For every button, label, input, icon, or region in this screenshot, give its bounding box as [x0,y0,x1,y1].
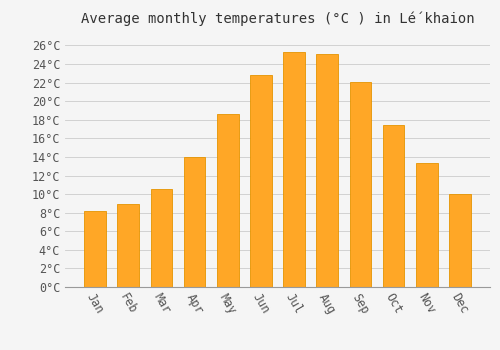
Title: Average monthly temperatures (°C ) in Lé́khaion: Average monthly temperatures (°C ) in Lé… [80,12,474,26]
Bar [316,54,338,287]
Bar [118,204,139,287]
Bar [416,163,438,287]
Bar [350,82,371,287]
Bar [250,75,272,287]
Bar [84,211,106,287]
Bar [383,125,404,287]
Bar [284,52,305,287]
Bar [449,194,470,287]
Bar [150,189,172,287]
Bar [217,114,238,287]
Bar [184,157,206,287]
